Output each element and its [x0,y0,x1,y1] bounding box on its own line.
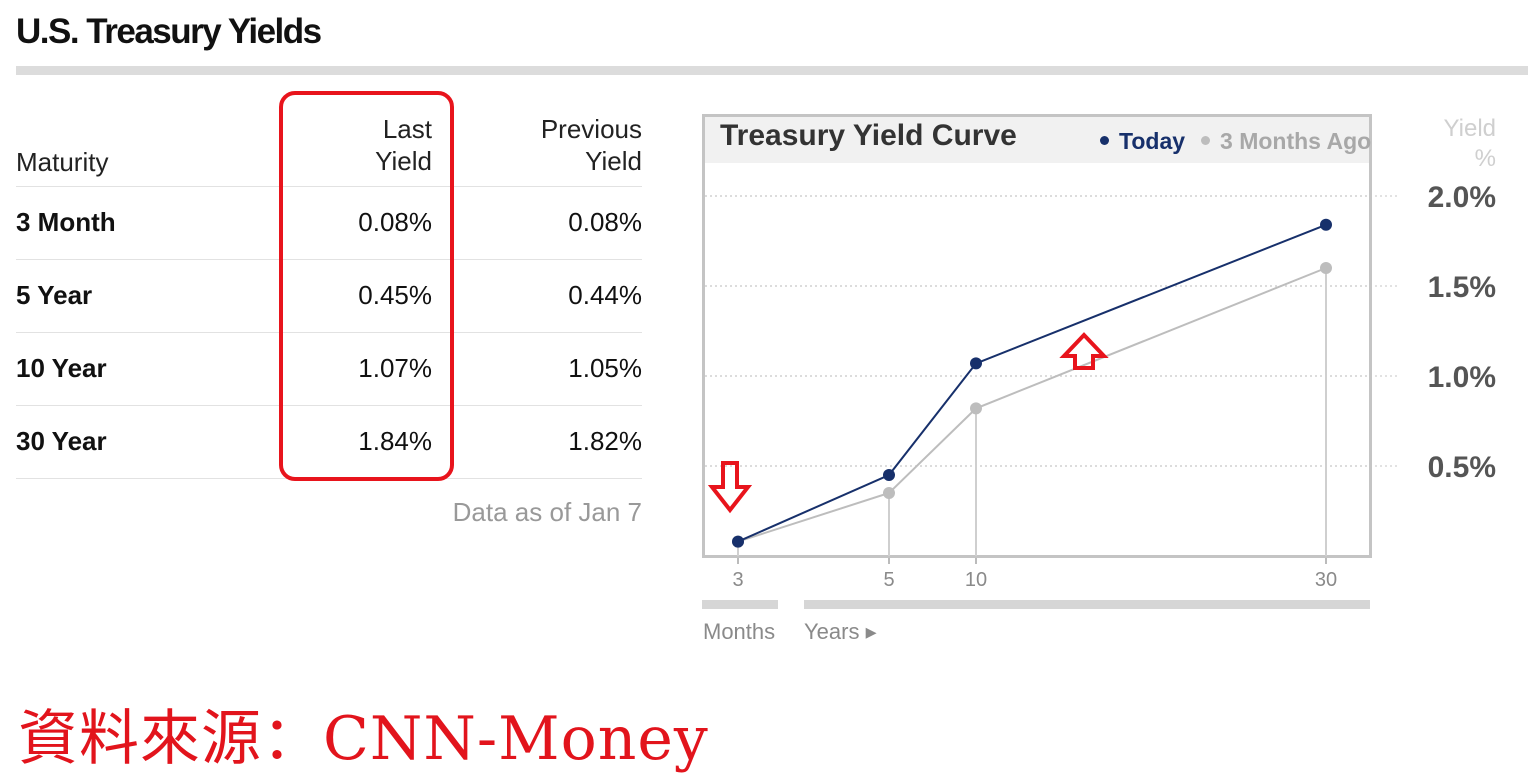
legend-today-label: Today [1119,128,1186,154]
months-unit-bar [702,600,778,609]
last-yield-cell: 1.84% [358,426,432,456]
y-tick-label: 2.0% [1428,181,1496,214]
maturity-cell: 3 Month [16,207,116,237]
previous-yield-cell: 1.05% [568,353,642,383]
title-divider [16,66,1528,75]
legend-today: Today [1100,128,1185,154]
previous-yield-cell: 0.08% [568,207,642,237]
table-row: 3 Month 0.08% 0.08% [16,187,642,260]
header-last-line1: Last [382,114,432,144]
today-point [970,357,982,370]
three-months-ago-series-line [737,267,1327,543]
y-tick-label: 1.5% [1428,271,1496,304]
header-last-line2: Yield [375,146,432,176]
maturity-cell: 10 Year [16,353,107,383]
chart-header: Treasury Yield Curve Today 3 Months Ago [705,117,1371,163]
today-point [732,535,744,548]
table-header: Maturity Last Yield Previous Yield [16,110,642,187]
legend-today-dot-icon [1100,136,1109,146]
table-row: 10 Year 1.07% 1.05% [16,333,642,406]
last-yield-highlight-box [279,91,454,481]
x-tick-label: 10 [965,569,987,591]
x-tick-label: 30 [1315,569,1337,591]
x-tick-label: 3 [732,569,743,591]
y-axis-title-line1: Yield [1443,115,1496,142]
y-axis-title: Yield % [1420,114,1496,174]
maturity-cell: 30 Year [16,426,107,456]
maturity-cell: 5 Year [16,280,93,310]
x-unit-months: Months [703,619,776,644]
header-last-yield: Last Yield [375,113,432,177]
header-previous-line1: Previous [540,114,642,144]
down-arrow-icon [707,461,753,514]
y-axis-title-line2: % [1474,145,1496,172]
last-yield-cell: 1.07% [358,353,432,383]
x-unit-years: Years ▸ [804,619,877,644]
data-as-of-note: Data as of Jan 7 [452,497,642,527]
legend-ago-dot-icon [1201,136,1211,146]
three-months-ago-point [1320,262,1332,274]
y-tick-label: 1.0% [1428,361,1496,394]
last-yield-cell: 0.08% [358,207,432,237]
today-series-line [737,223,1327,543]
page-title: U.S. Treasury Yields [16,12,322,51]
three-months-ago-point [883,487,895,499]
table-row: 5 Year 0.45% 0.44% [16,260,642,333]
x-tick-label: 5 [883,569,894,591]
up-arrow-icon [1059,332,1109,370]
three-months-ago-point [970,402,982,415]
today-point [883,469,895,481]
legend-3-months-ago: 3 Months Ago [1201,128,1371,154]
y-tick-label: 0.5% [1428,451,1496,484]
years-unit-bar [804,600,1370,609]
yield-curve-chart: Treasury Yield Curve Today 3 Months Ago [702,114,1372,558]
header-maturity: Maturity [16,147,109,177]
header-previous-line2: Yield [585,146,642,176]
chart-title: Treasury Yield Curve [720,119,1017,152]
today-point [1320,218,1332,231]
source-caption: 資料來源：CNN-Money [18,704,709,774]
chart-legend: Today 3 Months Ago [1100,128,1371,155]
previous-yield-cell: 1.82% [568,426,642,456]
legend-ago-label: 3 Months Ago [1220,128,1372,154]
last-yield-cell: 0.45% [358,280,432,310]
previous-yield-cell: 0.44% [568,280,642,310]
header-previous-yield: Previous Yield [541,113,642,177]
